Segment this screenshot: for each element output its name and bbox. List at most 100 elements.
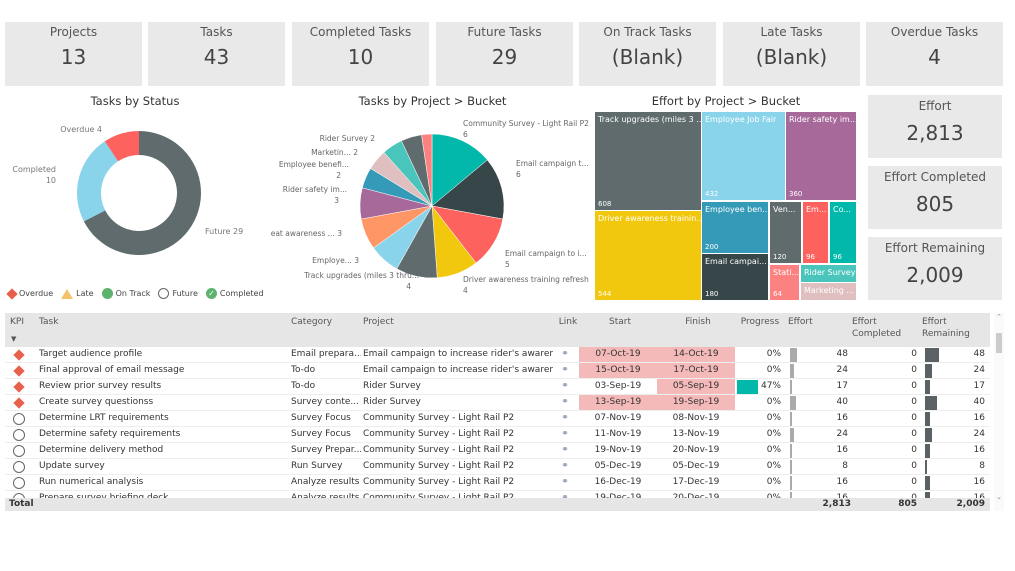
status-legend: Overdue Late On Track Future ✓ Completed: [6, 287, 264, 300]
treemap-tile[interactable]: Em... 96: [803, 202, 828, 263]
treemap-tile[interactable]: Marketing ...: [801, 283, 856, 300]
link-icon[interactable]: ⚭: [561, 349, 569, 359]
legend-item[interactable]: Future: [158, 288, 198, 299]
effort-card: Effort 2,813: [868, 95, 1002, 158]
scroll-down-icon[interactable]: ⌄: [996, 493, 1002, 501]
pie-slice[interactable]: [421, 133, 433, 207]
link-icon[interactable]: ⚭: [561, 365, 569, 375]
kpi-card: Projects 13: [5, 22, 142, 86]
treemap-tile-label: Employee ben...: [705, 205, 768, 214]
treemap-tile[interactable]: Email campai... 180: [702, 254, 768, 300]
column-header-effort[interactable]: Effort: [788, 317, 813, 327]
column-header-project[interactable]: Project: [363, 317, 394, 327]
start-cell: 03-Sep-19: [594, 381, 642, 391]
kpi-value: 29: [491, 45, 518, 69]
tasks-by-status-donut[interactable]: Future 29 Completed 10 Overdue 4: [0, 110, 270, 285]
legend-item[interactable]: ✓ Completed: [205, 288, 264, 299]
table-row[interactable]: Determine safety requirements Survey Foc…: [5, 427, 990, 443]
effort-cell: 24: [836, 429, 848, 439]
effort-completed-cell: 0: [911, 349, 917, 359]
link-icon[interactable]: ⚭: [561, 413, 569, 423]
kpi-label: Overdue Tasks: [890, 25, 979, 39]
table-row[interactable]: Update survey Run Survey Community Surve…: [5, 459, 990, 475]
column-header-start[interactable]: Start: [609, 317, 631, 327]
total-label: Total: [9, 499, 34, 509]
table-row[interactable]: Final approval of email message To-do Em…: [5, 363, 990, 379]
progress-cell: 0%: [766, 493, 781, 498]
legend-item[interactable]: On Track: [101, 288, 150, 299]
effort-remaining-bar: [925, 396, 937, 410]
treemap-tile[interactable]: Employee ben... 200: [702, 202, 768, 253]
legend-item[interactable]: Late: [61, 288, 94, 299]
sort-arrow-icon[interactable]: ▼: [11, 335, 17, 343]
task-cell: Final approval of email message: [39, 365, 185, 375]
treemap-tile[interactable]: Track upgrades (miles 3 ... 608: [595, 112, 701, 210]
scroll-up-icon[interactable]: ⌃: [996, 313, 1002, 321]
column-header-kpi[interactable]: KPI: [10, 317, 24, 327]
pie-data-label: Rider safety im...: [283, 185, 347, 194]
column-header-effort-completed[interactable]: Effort Completed: [852, 317, 902, 339]
column-header-effort-remaining[interactable]: Effort Remaining: [922, 317, 970, 339]
treemap-tile-value: 180: [705, 290, 719, 298]
table-row[interactable]: Prepare survey briefing deck Analyze res…: [5, 491, 990, 498]
column-header-progress[interactable]: Progress: [740, 317, 780, 327]
effort-cell: 16: [836, 445, 848, 455]
treemap-tile[interactable]: Ven... 120: [770, 202, 801, 263]
table-scrollbar[interactable]: ⌃ ⌄: [994, 313, 1004, 511]
effort-completed-cell: 0: [911, 493, 917, 498]
pie-data-value: 5: [505, 260, 510, 269]
treemap-tile[interactable]: Employee Job Fair 432: [702, 112, 785, 200]
donut-slice-completed[interactable]: [77, 141, 119, 222]
effort-card-value: 2,009: [906, 263, 964, 287]
task-cell: Create survey questionss: [39, 397, 154, 407]
pie-slice[interactable]: [431, 133, 488, 207]
effort-treemap[interactable]: Track upgrades (miles 3 ... 608 Driver awa…: [595, 112, 857, 301]
progress-bar: [737, 380, 759, 394]
effort-remaining-cell: 24: [973, 429, 985, 439]
column-header-link[interactable]: Link: [558, 317, 578, 327]
link-icon[interactable]: ⚭: [561, 397, 569, 407]
column-header-finish[interactable]: Finish: [685, 317, 711, 327]
finish-cell: 17-Dec-19: [672, 477, 720, 487]
progress-cell: 0%: [766, 397, 781, 407]
link-icon[interactable]: ⚭: [561, 461, 569, 471]
pie-data-label: Rider Survey 2: [320, 134, 376, 143]
treemap-tile[interactable]: Co... 96: [830, 202, 856, 263]
donut-data-label-value: 10: [46, 176, 56, 185]
table-row[interactable]: Run numerical analysis Analyze results C…: [5, 475, 990, 491]
legend-item[interactable]: Overdue: [6, 287, 53, 300]
scroll-thumb[interactable]: [996, 333, 1002, 353]
link-icon[interactable]: ⚭: [561, 445, 569, 455]
effort-card: Effort Completed 805: [868, 166, 1002, 229]
link-icon[interactable]: ⚭: [561, 429, 569, 439]
project-cell: Email campaign to increase rider's aware…: [363, 349, 553, 359]
task-cell: Run numerical analysis: [39, 477, 144, 487]
effort-bar: [790, 396, 796, 410]
total-effort-completed: 805: [898, 499, 917, 509]
donut-slice-future[interactable]: [83, 131, 201, 255]
link-icon[interactable]: ⚭: [561, 493, 569, 498]
table-row[interactable]: Target audience profile Email prepara...…: [5, 347, 990, 363]
link-icon[interactable]: ⚭: [561, 381, 569, 391]
pie-slice[interactable]: [431, 159, 505, 220]
link-icon[interactable]: ⚭: [561, 477, 569, 487]
effort-remaining-cell: 16: [973, 477, 985, 487]
treemap-tile[interactable]: Driver awareness trainin... 544: [595, 211, 701, 300]
table-row[interactable]: Determine LRT requirements Survey Focus …: [5, 411, 990, 427]
table-row[interactable]: Create survey questionss Survey conte...…: [5, 395, 990, 411]
donut-slice-overdue[interactable]: [104, 131, 139, 162]
treemap-tile-label: Track upgrades (miles 3 ...: [598, 115, 701, 124]
kpi-value: 4: [928, 45, 941, 69]
treemap-tile[interactable]: Stati... 64: [770, 265, 799, 300]
effort-completed-cell: 0: [911, 461, 917, 471]
treemap-tile[interactable]: Rider safety im... 360: [786, 112, 856, 200]
effort-bar: [790, 444, 793, 458]
column-header-category[interactable]: Category: [291, 317, 333, 327]
column-header-task[interactable]: Task: [39, 317, 59, 327]
tasks-by-project-pie[interactable]: Community Survey - Light Rail P2 6 Email c…: [270, 110, 595, 305]
effort-remaining-bar: [925, 492, 930, 498]
table-row[interactable]: Review prior survey results To-do Rider …: [5, 379, 990, 395]
table-row[interactable]: Determine delivery method Survey Prepar.…: [5, 443, 990, 459]
category-cell: Survey Focus: [291, 413, 351, 423]
treemap-tile[interactable]: Rider Survey: [801, 265, 856, 282]
